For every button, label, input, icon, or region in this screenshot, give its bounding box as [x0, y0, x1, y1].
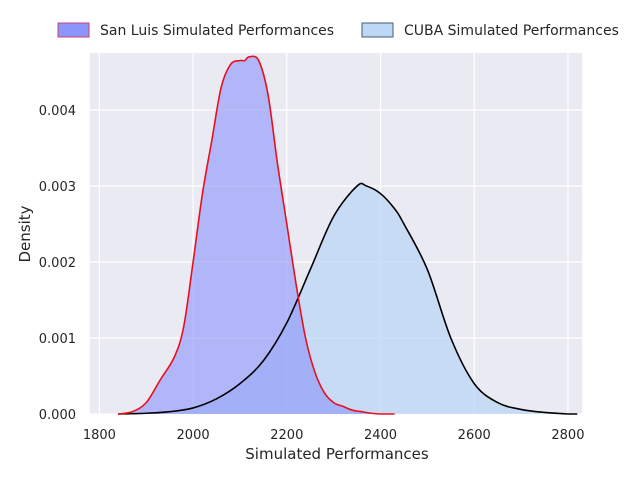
legend: San Luis Simulated Performances CUBA Simu…: [57, 22, 619, 39]
y-tick-label: 0.003: [39, 180, 76, 195]
x-tick-label: 2800: [551, 428, 584, 443]
x-tick-labels: 1800 2000 2200 2400 2600 2800: [83, 428, 585, 443]
y-tick-label: 0.000: [39, 408, 76, 423]
legend-swatch: [57, 22, 90, 38]
x-tick-label: 1800: [83, 428, 116, 443]
y-tick-label: 0.002: [39, 256, 76, 271]
series-area-cuba: [118, 183, 578, 414]
legend-label: CUBA Simulated Performances: [404, 23, 619, 39]
series-area-san-luis: [118, 56, 395, 414]
series-line-san-luis: [117, 55, 395, 415]
y-tick-labels: 0.000 0.001 0.002 0.003 0.004: [39, 104, 76, 423]
x-tick-label: 2000: [177, 428, 210, 443]
legend-label: San Luis Simulated Performances: [100, 23, 334, 39]
x-tick-label: 2600: [458, 428, 491, 443]
y-tick-label: 0.001: [39, 332, 76, 347]
legend-swatch: [361, 22, 394, 38]
x-axis-label: Simulated Performances: [245, 445, 429, 463]
series-line-cuba: [118, 182, 578, 415]
x-tick-label: 2200: [270, 428, 303, 443]
series-lines: [117, 55, 578, 415]
x-tick-label: 2400: [364, 428, 397, 443]
y-tick-label: 0.004: [39, 104, 76, 119]
y-axis-label: Density: [16, 205, 34, 262]
series-areas: [118, 56, 578, 414]
